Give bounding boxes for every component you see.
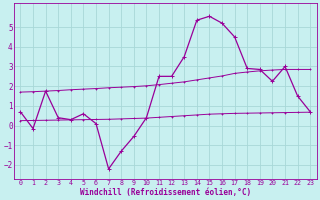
X-axis label: Windchill (Refroidissement éolien,°C): Windchill (Refroidissement éolien,°C) — [80, 188, 251, 197]
